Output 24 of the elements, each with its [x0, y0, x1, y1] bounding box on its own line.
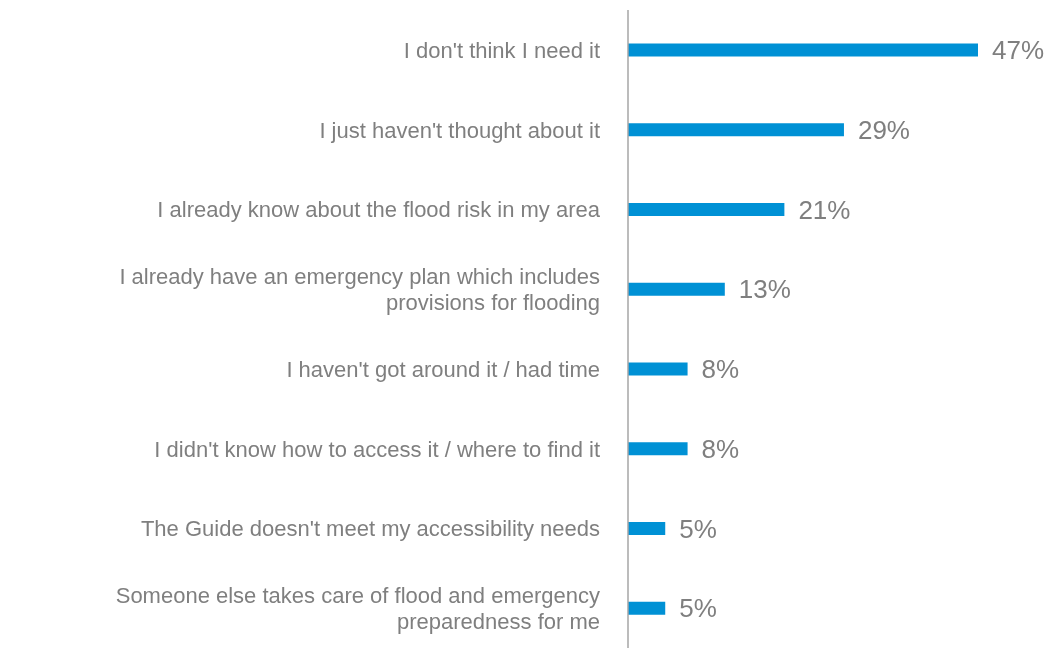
data-label: 5% [679, 513, 717, 544]
data-label: 5% [679, 593, 717, 624]
data-label: 29% [857, 114, 910, 145]
bar [628, 203, 785, 216]
y-tick-label: I don't think I need it [403, 37, 600, 63]
y-tick-label: Someone else takes care of flood and emergency preparedness for me [115, 582, 600, 634]
y-tick-label: I just haven't thought about it [319, 117, 600, 143]
bar [628, 601, 666, 615]
bar [628, 123, 844, 137]
data-label: 8% [701, 433, 740, 464]
data-label: 47% [992, 35, 1045, 66]
y-tick-label: The Guide doesn't meet my accessibility needs [140, 515, 600, 541]
bar [628, 43, 978, 57]
data-label: 13% [738, 274, 791, 305]
y-tick-label: I haven't got around it / had time [286, 356, 600, 382]
bar [628, 522, 666, 535]
y-tick-label: I already have an emergency plan which includes provisions for flooding [119, 263, 600, 315]
bar [628, 442, 688, 456]
data-label: 21% [798, 194, 851, 225]
data-label: 8% [701, 354, 740, 385]
bar [628, 362, 688, 376]
y-tick-label: I didn't know how to access it / where to find it [154, 436, 600, 462]
y-tick-label: I already know about the flood risk in my area [157, 196, 601, 222]
bar [628, 282, 725, 296]
